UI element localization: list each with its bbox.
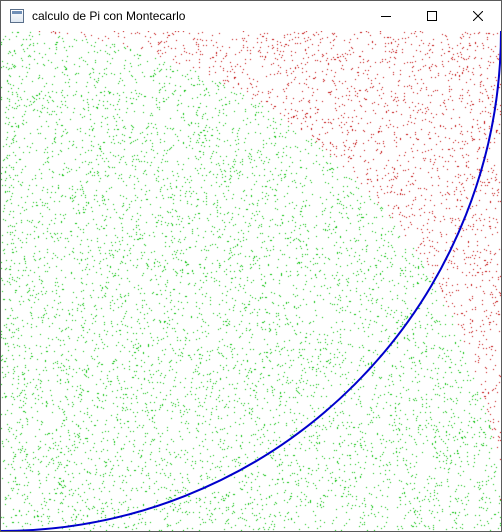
close-icon <box>473 11 483 21</box>
window-controls <box>363 1 501 31</box>
montecarlo-canvas-area <box>1 31 501 531</box>
quarter-circle-svg <box>1 31 501 531</box>
maximize-icon <box>427 11 437 21</box>
minimize-icon <box>381 16 391 17</box>
close-button[interactable] <box>455 1 501 31</box>
quarter-circle-arc <box>1 31 501 531</box>
minimize-button[interactable] <box>363 1 409 31</box>
app-window-icon[interactable] <box>10 9 24 23</box>
maximize-button[interactable] <box>409 1 455 31</box>
window-title: calculo de Pi con Montecarlo <box>32 9 186 23</box>
title-bar[interactable]: calculo de Pi con Montecarlo <box>1 1 501 31</box>
random-points-canvas <box>1 31 501 531</box>
